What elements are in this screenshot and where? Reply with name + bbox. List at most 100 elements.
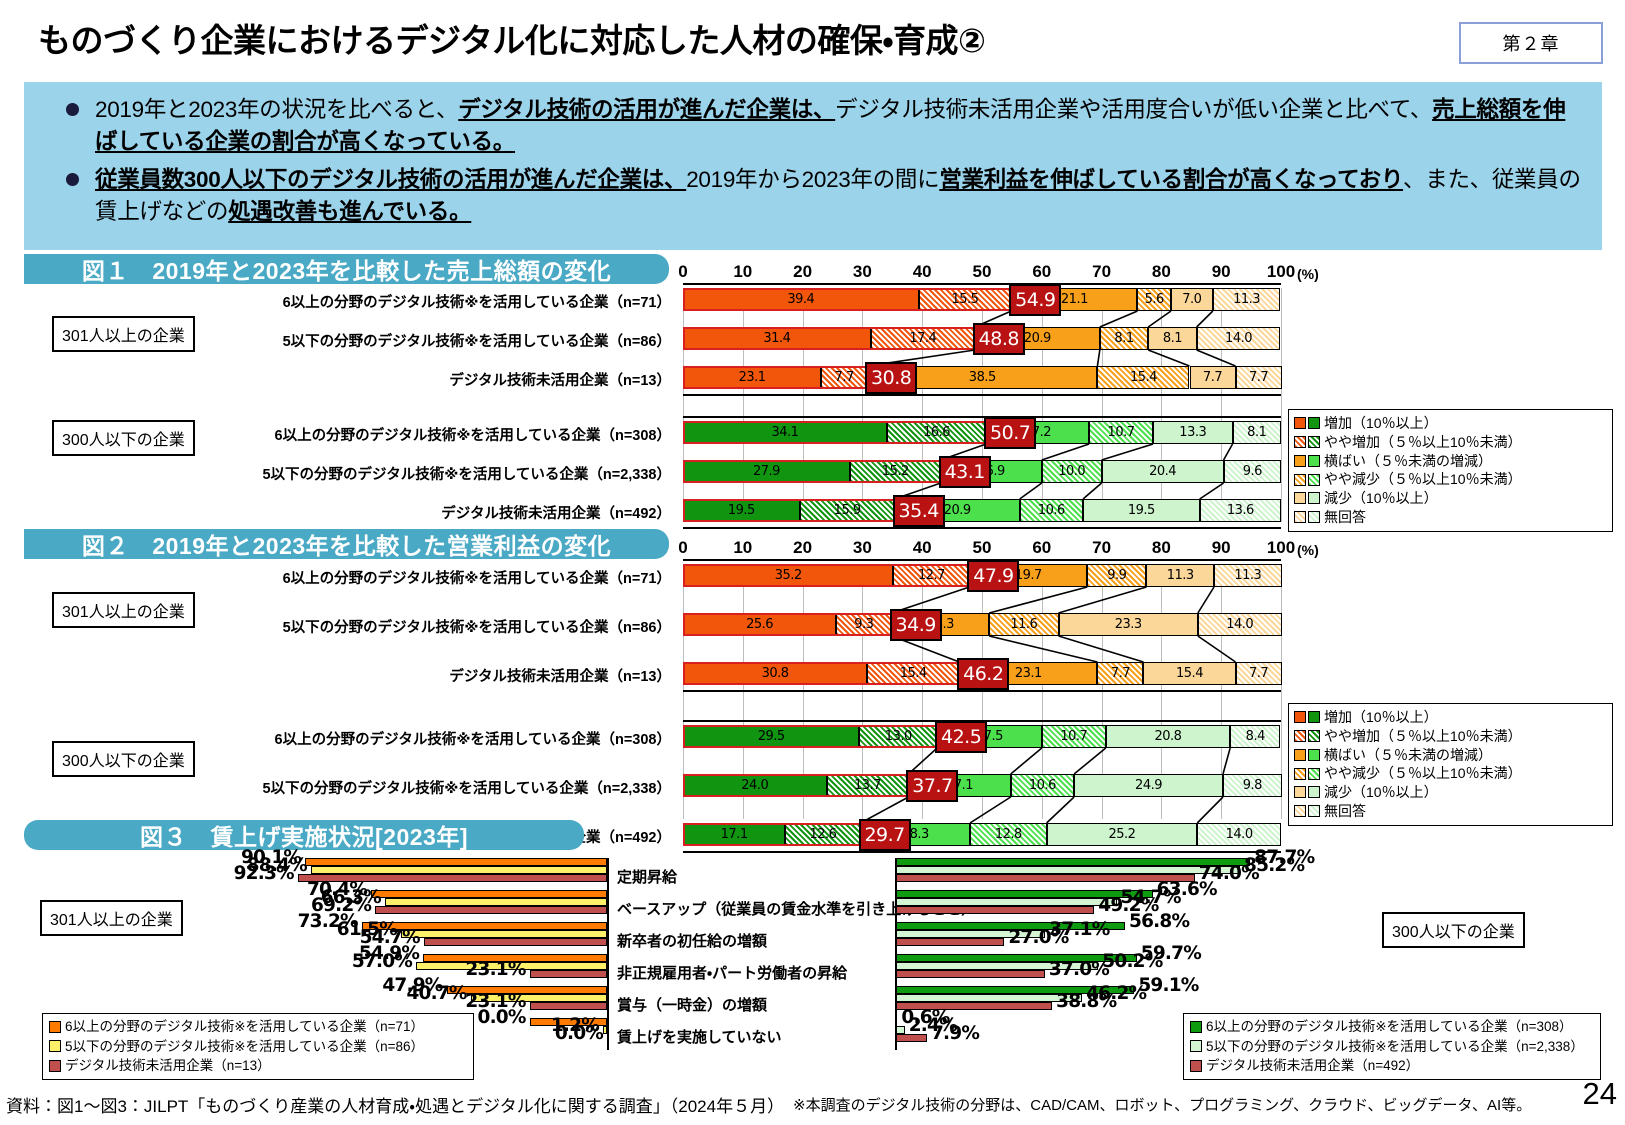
stacked-bar-segment: 9.3 <box>836 613 892 636</box>
stacked-bar-row: 24.0 13.7 17.1 10.6 24.9 9.8 <box>683 774 1282 797</box>
legend-swatch <box>1190 1020 1202 1033</box>
stacked-bar-segment: 10.6 <box>1010 774 1075 797</box>
segment-leader-line <box>1222 443 1234 461</box>
stacked-bar-segment: 24.9 <box>1074 774 1223 797</box>
segment-leader-line <box>1096 349 1101 367</box>
sum-highlight-badge: 34.9 <box>889 608 942 641</box>
legend-label: やや増加（５％以上10％未満） <box>1324 727 1522 744</box>
b1-part2: デジタル技術の活用が進んだ企業は、 <box>458 97 836 122</box>
bar-category-label: デジタル技術未活用企業（n=492） <box>441 505 671 522</box>
legend-swatch-green <box>1308 805 1320 818</box>
legend-swatch-orange <box>1294 748 1306 761</box>
legend-swatch-green <box>1308 786 1320 799</box>
fig3-left-value-label: 70.4% <box>306 879 368 900</box>
legend-swatch-green <box>1308 492 1320 505</box>
legend-swatch-orange <box>1294 511 1306 524</box>
stacked-bar-segment: 14.0 <box>1197 613 1282 636</box>
segment-leader-line <box>1082 482 1103 500</box>
fig3-right-bar <box>895 898 1117 907</box>
fig3-left-value-label: 92.3% <box>233 863 295 885</box>
stacked-bar-segment: 14.0 <box>1196 327 1281 350</box>
stacked-bar-segment: 38.5 <box>867 366 1098 389</box>
footer-note: ※本調査のデジタル技術の分野は、CAD/CAM、ロボット、プログラミング、クラウ… <box>793 1097 1532 1114</box>
bar-category-label: デジタル技術未活用企業（n=13） <box>449 668 671 685</box>
axis-tick: 50 <box>972 262 992 281</box>
legend-label: やや減少（５％以上10％未満） <box>1324 471 1522 488</box>
stacked-bar-segment: 7.7 <box>1235 366 1282 389</box>
fig3-category-label: 賃上げを実施していない <box>617 1029 782 1046</box>
legend-label: 無回答 <box>1324 508 1366 525</box>
fig1-legend: 増加（10％以上） やや増加（５％以上10％未満） 横ばい（５％未満の増減） やや減少… <box>1288 409 1613 532</box>
axis-tick: 70 <box>1092 262 1112 281</box>
fig3-right-value-label: 85.2% <box>1244 855 1305 877</box>
legend-label: デジタル技術未活用企業（n=13） <box>65 1058 271 1074</box>
gridline <box>1281 564 1282 819</box>
fig3-left-bar <box>470 994 607 1003</box>
fig3-right-value-label: 54.7% <box>1120 887 1182 909</box>
gridline <box>862 288 864 522</box>
b2-part5: 処遇改善も進んでいる。 <box>228 198 472 224</box>
b2-part3: 営業利益を伸ばしている割合が高くなっており <box>939 166 1404 192</box>
axis-tick: 10 <box>733 262 753 281</box>
legend-item: 横ばい（５％未満の増減） <box>1294 452 1606 471</box>
legend-swatch-green <box>1308 473 1320 486</box>
fig3-left-bar <box>416 962 607 971</box>
legend-swatch-green <box>1308 767 1320 780</box>
axis-tick: 50 <box>972 538 992 557</box>
axis-tick: 30 <box>852 262 872 281</box>
legend-label: 6以上の分野のデジタル技術※を活用している企業（n=308） <box>1206 1019 1573 1034</box>
stacked-bar-segment: 7.7 <box>1235 662 1282 685</box>
sum-highlight-badge: 46.2 <box>957 657 1010 690</box>
segment-leader-line <box>1196 349 1236 367</box>
fig3-left-value-label: 1.2% <box>550 1015 600 1037</box>
gridline <box>1101 288 1103 522</box>
fig3-legend-left: 6以上の分野のデジタル技術※を活用している企業（n=71） 5以下の分野のデジタル… <box>42 1013 474 1080</box>
axis-tick-row: 0 10 20 30 40 50 60 70 80 90 100 <box>678 262 1295 284</box>
segment-leader-line <box>1197 586 1215 614</box>
stacked-bar-segment: 12.8 <box>970 823 1047 846</box>
stacked-bar-row: 34.1 16.6 17.2 10.7 13.3 8.1 <box>683 421 1281 444</box>
legend-swatch-orange <box>1294 436 1306 449</box>
stacked-bar-segment: 20.4 <box>1101 460 1224 483</box>
segment-leader-line <box>1196 796 1224 824</box>
stacked-bar-segment: 31.4 <box>683 327 871 350</box>
stacked-bar-segment: 15.4 <box>1097 366 1190 389</box>
sum-highlight-badge: 43.1 <box>938 455 991 488</box>
bar-category-label: 6以上の分野のデジタル技術※を活用している企業（n=71） <box>282 570 671 587</box>
gridline <box>982 288 983 522</box>
fig3-category-label: ベースアップ（従業員の賃金水準を引き上げること） <box>617 901 977 918</box>
stacked-bar-row: 19.5 15.9 20.9 10.6 19.5 13.6 <box>683 499 1281 522</box>
bar-category-label: 5以下の分野のデジタル技術※を活用している企業（n=86） <box>282 333 671 350</box>
fig3-right-value-label: 59.7% <box>1140 943 1202 964</box>
fig2-group-label-small: 300人以下の企業 <box>52 741 195 777</box>
legend-swatch-green <box>1308 511 1320 524</box>
stacked-bar-segment: 39.4 <box>683 288 919 311</box>
group-top-rule <box>683 416 1281 418</box>
legend-label: 増加（10％以上） <box>1324 709 1438 725</box>
sum-highlight-badge: 35.4 <box>892 494 945 527</box>
bar-category-label: 5以下の分野のデジタル技術※を活用している企業（n=2,338） <box>262 780 671 797</box>
fig3-left-axis <box>607 858 609 1050</box>
gridline <box>1041 288 1043 522</box>
axis-tick: 70 <box>1092 538 1112 557</box>
fig3-right-bar <box>895 970 1045 979</box>
stacked-bar-segment: 7.0 <box>1170 288 1213 311</box>
bullet-dot-icon <box>66 103 79 116</box>
legend-item: 横ばい（５％未満の増減） <box>1294 746 1606 765</box>
legend-item: 無回答 <box>1294 508 1606 527</box>
stacked-bar-segment: 19.5 <box>683 499 800 522</box>
legend-swatch <box>1190 1059 1202 1072</box>
legend-item: やや減少（５％以上10％未満） <box>1294 764 1606 783</box>
legend-label: やや減少（５％以上10％未満） <box>1324 765 1522 782</box>
fig3-right-value-label: 87.7% <box>1254 847 1315 868</box>
header: ものづくり企業におけるデジタル化に対応した人材の確保・育成② 第２章 <box>0 0 1625 80</box>
segment-leader-line <box>1046 796 1075 824</box>
fig3-right-value-label: 38.8% <box>1056 991 1117 1013</box>
stacked-bar-segment: 27.9 <box>683 460 850 483</box>
fig3-right-bar <box>895 994 1083 1003</box>
legend-item: やや増加（５％以上10％未満） <box>1294 727 1606 746</box>
fig3-right-value-label: 50.2% <box>1102 951 1163 973</box>
stacked-bar-segment: 9.6 <box>1223 460 1281 483</box>
legend-item: 増加（10％以上） <box>1294 414 1606 433</box>
stacked-bar-segment: 9.9 <box>1087 564 1147 587</box>
